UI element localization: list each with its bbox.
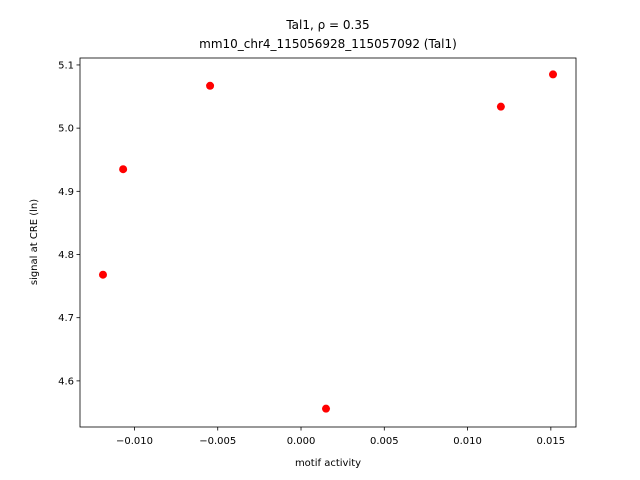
x-tick-label: 0.005 bbox=[370, 436, 399, 447]
x-tick-label: 0.010 bbox=[453, 436, 482, 447]
chart-subtitle: mm10_chr4_115056928_115057092 (Tal1) bbox=[199, 37, 457, 51]
x-tick-label: 0.000 bbox=[287, 436, 316, 447]
y-axis-label: signal at CRE (ln) bbox=[29, 199, 40, 285]
y-tick-label: 4.7 bbox=[58, 313, 74, 324]
y-tick-label: 4.9 bbox=[58, 187, 74, 198]
x-tick-label: −0.005 bbox=[199, 436, 236, 447]
point bbox=[119, 165, 128, 174]
axes-frame bbox=[79, 57, 577, 428]
y-tick-label: 4.6 bbox=[58, 376, 74, 387]
y-tick-label: 5.1 bbox=[58, 60, 74, 71]
chart-title: Tal1, ρ = 0.35 bbox=[285, 18, 369, 32]
x-tick-label: −0.010 bbox=[116, 436, 153, 447]
point bbox=[496, 102, 505, 111]
point bbox=[206, 81, 215, 90]
y-tick-label: 4.8 bbox=[58, 250, 74, 261]
x-tick-label: 0.015 bbox=[537, 436, 566, 447]
x-axis-label: motif activity bbox=[295, 458, 361, 469]
point bbox=[322, 404, 331, 413]
y-tick-label: 5.0 bbox=[58, 124, 74, 135]
point bbox=[98, 270, 107, 279]
point bbox=[549, 70, 558, 79]
